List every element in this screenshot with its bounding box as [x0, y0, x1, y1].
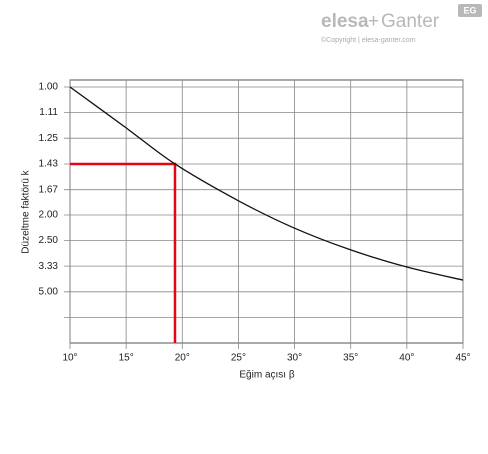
reference-line	[70, 162, 177, 343]
x-axis-label: Eğim açısı β	[239, 370, 294, 381]
logo: elesa + Ganter EG ©Copyright | elesa-gan…	[321, 4, 482, 44]
badge-box	[458, 4, 482, 17]
y-tick-label: 1.25	[39, 133, 59, 144]
y-tick-label: 2.50	[39, 235, 59, 246]
y-axis-label: Düzeltme faktörü k	[21, 169, 32, 253]
y-tick-label: 3.33	[39, 261, 59, 272]
brand-left: elesa	[321, 11, 369, 32]
brand-right: Ganter	[381, 11, 440, 32]
y-tick-label: 1.00	[39, 82, 59, 93]
brand-plus: +	[368, 11, 379, 32]
badge: EG	[463, 5, 476, 15]
curve	[69, 86, 464, 281]
x-tick-label: 25°	[231, 353, 246, 364]
copyright: ©Copyright | elesa-ganter.com	[321, 36, 416, 44]
x-tick-label: 20°	[175, 353, 190, 364]
x-tick-label: 15°	[119, 353, 134, 364]
y-tick-label: 1.11	[39, 107, 58, 118]
x-tick-label: 35°	[343, 353, 358, 364]
x-tick-label: 45°	[455, 353, 470, 364]
x-tick-label: 30°	[287, 353, 302, 364]
y-tick-label: 5.00	[39, 286, 59, 297]
x-tick-label: 40°	[399, 353, 414, 364]
y-tick-label: 1.67	[39, 184, 59, 195]
x-tick-label: 10°	[62, 353, 77, 364]
y-tick-label: 1.43	[39, 159, 59, 170]
y-tick-label: 2.00	[39, 210, 59, 221]
plot-frame	[69, 79, 464, 344]
